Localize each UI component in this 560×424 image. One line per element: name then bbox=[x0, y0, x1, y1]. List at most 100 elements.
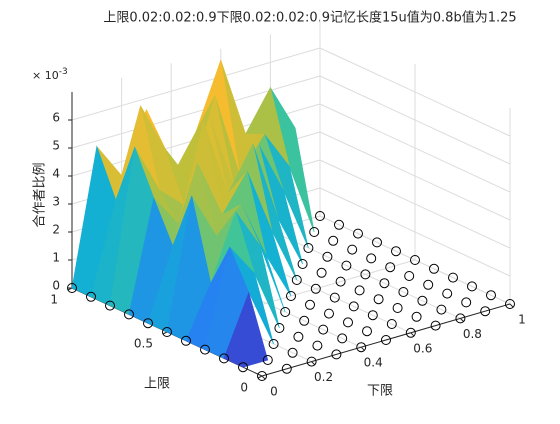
zero-marker bbox=[417, 295, 428, 306]
x-tick bbox=[460, 318, 464, 322]
zero-marker bbox=[238, 362, 248, 373]
zero-marker bbox=[286, 291, 296, 301]
zero-marker bbox=[398, 287, 409, 297]
x-tick bbox=[360, 346, 365, 351]
zero-marker bbox=[306, 356, 317, 367]
grid-line bbox=[319, 103, 511, 193]
x-tick-label: 0 bbox=[270, 385, 278, 399]
zero-marker bbox=[280, 307, 291, 317]
y-tick bbox=[257, 375, 263, 379]
zero-marker bbox=[405, 327, 416, 338]
zero-marker bbox=[505, 299, 515, 309]
zero-marker bbox=[381, 335, 391, 345]
grid-line bbox=[319, 215, 511, 305]
zero-marker bbox=[287, 347, 298, 358]
zero-marker bbox=[367, 310, 378, 321]
zero-marker bbox=[299, 315, 310, 326]
x-axis-label: 下限 bbox=[367, 384, 393, 399]
zero-marker bbox=[372, 237, 382, 248]
zero-marker bbox=[86, 291, 96, 302]
x-tick bbox=[410, 332, 415, 337]
grid-line bbox=[319, 187, 511, 277]
zero-marker bbox=[423, 279, 434, 290]
zero-marker bbox=[315, 211, 325, 221]
zero-marker bbox=[162, 327, 172, 337]
grid-line bbox=[319, 159, 511, 249]
zero-marker bbox=[411, 311, 422, 322]
y-tick bbox=[162, 331, 168, 335]
zero-marker bbox=[297, 259, 308, 269]
x-tick-label: 0.2 bbox=[314, 370, 333, 384]
zero-marker bbox=[291, 275, 302, 285]
y-tick-label: 0 bbox=[240, 381, 248, 395]
zero-marker bbox=[305, 299, 315, 310]
zero-marker bbox=[347, 244, 358, 255]
z-exponent: × 10-3 bbox=[32, 67, 68, 83]
zero-marker bbox=[274, 323, 285, 333]
zero-marker bbox=[354, 285, 365, 296]
zero-marker bbox=[329, 292, 340, 303]
zero-marker bbox=[337, 333, 348, 344]
zero-marker bbox=[448, 272, 458, 283]
zero-marker bbox=[331, 349, 342, 360]
z-tick-label: 4 bbox=[52, 167, 60, 181]
y-tick-label: 0.5 bbox=[134, 337, 153, 351]
zero-marker bbox=[366, 253, 377, 264]
z-tick-label: 5 bbox=[52, 139, 60, 153]
z-tick-label: 1 bbox=[52, 251, 60, 265]
zero-marker bbox=[392, 303, 403, 313]
zero-marker bbox=[467, 281, 477, 292]
zero-marker bbox=[257, 371, 267, 381]
surface-patch bbox=[223, 291, 269, 368]
zero-marker bbox=[293, 331, 304, 342]
grid-line bbox=[71, 75, 321, 149]
zero-marker bbox=[312, 340, 323, 351]
zero-marker bbox=[219, 353, 229, 364]
zero-marker bbox=[322, 251, 333, 262]
zero-marker bbox=[362, 326, 372, 337]
x-axis bbox=[261, 303, 511, 377]
zero-marker bbox=[373, 294, 384, 305]
zero-marker bbox=[480, 306, 491, 317]
x-tick bbox=[261, 375, 266, 380]
zero-marker bbox=[124, 309, 134, 320]
zero-marker bbox=[353, 228, 363, 239]
zero-marker bbox=[442, 288, 453, 299]
zero-marker bbox=[436, 304, 447, 315]
zero-marker bbox=[309, 227, 320, 237]
zero-marker bbox=[281, 363, 292, 374]
x-tick bbox=[509, 303, 514, 308]
zero-marker bbox=[262, 355, 273, 365]
zero-marker bbox=[404, 271, 415, 281]
zero-marker bbox=[356, 342, 367, 353]
grid-line bbox=[319, 131, 511, 221]
z-axis-label: 合作者比例 bbox=[33, 162, 48, 227]
zero-marker bbox=[455, 313, 466, 324]
z-exponent-power: -3 bbox=[59, 67, 68, 77]
zero-marker bbox=[343, 317, 353, 328]
x-tick bbox=[311, 361, 315, 365]
grid-line bbox=[319, 75, 511, 165]
z-exponent-base: × 10 bbox=[32, 69, 59, 82]
zero-marker bbox=[410, 255, 420, 265]
x-tick-label: 0.6 bbox=[413, 341, 432, 355]
zero-marker bbox=[429, 263, 439, 274]
zero-marker bbox=[318, 324, 329, 335]
zero-marker bbox=[341, 260, 352, 271]
zero-marker bbox=[268, 339, 279, 349]
grid-line bbox=[319, 47, 511, 137]
x-tick-label: 0.8 bbox=[463, 327, 482, 341]
x-tick-label: 1 bbox=[518, 313, 526, 327]
z-tick-label: 6 bbox=[52, 111, 60, 125]
zero-marker bbox=[105, 300, 115, 311]
zero-marker bbox=[316, 267, 327, 278]
zero-marker bbox=[461, 297, 472, 308]
zero-marker bbox=[67, 283, 77, 293]
x-tick-label: 0.4 bbox=[364, 356, 383, 370]
y-tick-label: 1 bbox=[50, 293, 58, 307]
zero-marker bbox=[385, 262, 396, 273]
zero-marker bbox=[335, 276, 346, 287]
zero-marker bbox=[348, 301, 359, 312]
chart-title: 上限0.02:0.02:0.9下限0.02:0.02:0.9记忆长度15u值为0… bbox=[103, 10, 516, 26]
